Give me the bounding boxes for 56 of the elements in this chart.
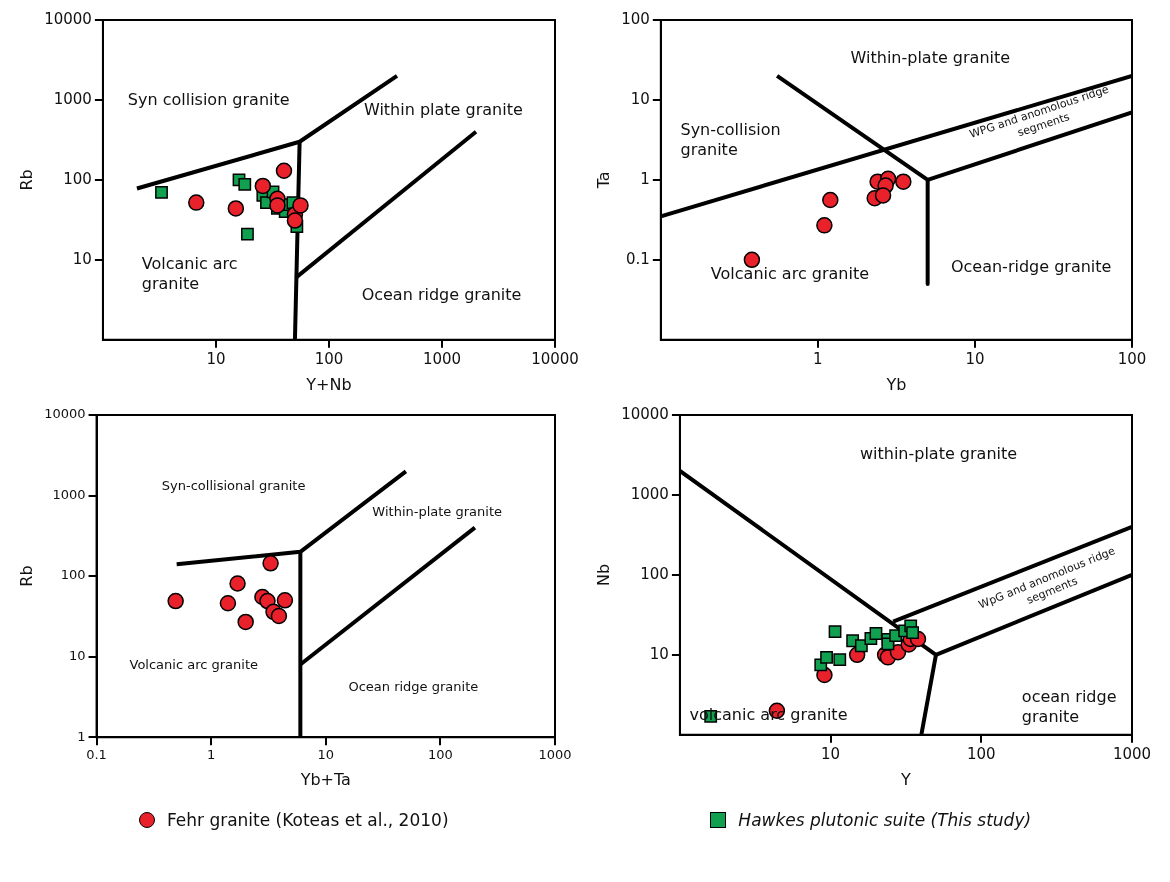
legend-label: Fehr granite (Koteas et al., 2010) [166,810,449,830]
y-tick-label: 100 [621,9,650,28]
y-tick-label: 100 [60,567,86,583]
y-tick-label: 10 [630,89,650,108]
annotation: Syn collision granite [127,90,290,110]
annotation: Within-plate granite [850,48,1011,68]
x-tick-label: 0.1 [86,747,107,763]
x-axis-title: Yb [885,374,907,394]
annotation: Within-plate granite [372,504,502,519]
annotation: Volcanic arc granite [129,656,258,672]
y-tick-label: 1000 [52,486,86,502]
y-axis-title: Nb [593,563,613,586]
annotation: Syn-collision granite [680,120,781,160]
x-axis-title: Y [900,769,912,789]
x-tick-label: 10 [821,744,841,763]
x-tick-label: 100 [314,349,344,368]
y-tick-label: 10 [69,648,86,664]
x-axis-title: Y+Nb [305,374,352,394]
y-tick-label: 10 [72,249,92,268]
x-tick-label: 1000 [422,349,462,368]
x-tick-label: 1000 [538,747,572,763]
x-tick-label: 100 [1117,349,1147,368]
y-tick-label: 10 [649,644,669,663]
x-tick-label: 10 [206,349,226,368]
legend-label: Hawkes plutonic suite (This study) [738,810,1032,830]
y-tick-label: 10000 [44,9,92,28]
y-tick-label: 100 [63,169,92,188]
x-tick-label: 10000 [531,349,579,368]
annotation: Volcanic arc granite [141,254,238,294]
x-tick-label: 100 [427,747,453,763]
x-axis-title: Yb+Ta [299,769,351,789]
y-tick-label: 1000 [630,484,669,503]
annotation: Ocean-ridge granite [950,257,1112,276]
annotation: Ocean ridge granite [348,678,479,694]
y-tick-label: 100 [640,564,669,583]
annotation: Volcanic arc granite [710,264,870,284]
annotation: within-plate granite [859,444,1018,464]
annotation: Ocean ridge granite [361,285,522,305]
annotation: Within plate granite [363,99,523,119]
y-axis-title: Rb [16,169,36,191]
y-tick-label: 1 [640,169,650,188]
y-axis-title: Ta [593,171,613,190]
y-tick-label: 1000 [53,89,92,108]
annotation: Syn-collisional granite [161,478,306,494]
x-tick-label: 10 [317,747,335,763]
y-tick-label: 0.1 [625,249,650,268]
x-tick-label: 10 [965,349,985,368]
x-tick-label: 100 [966,744,996,763]
x-tick-label: 1 [207,747,216,763]
x-tick-label: 1000 [1112,744,1152,763]
y-tick-label: 10000 [44,406,86,422]
x-tick-label: 1 [813,349,823,368]
y-tick-label: 1 [77,728,86,744]
y-tick-label: 10000 [621,404,669,423]
y-axis-title: Rb [16,565,36,587]
annotation: ocean ridge granite [1021,687,1117,727]
